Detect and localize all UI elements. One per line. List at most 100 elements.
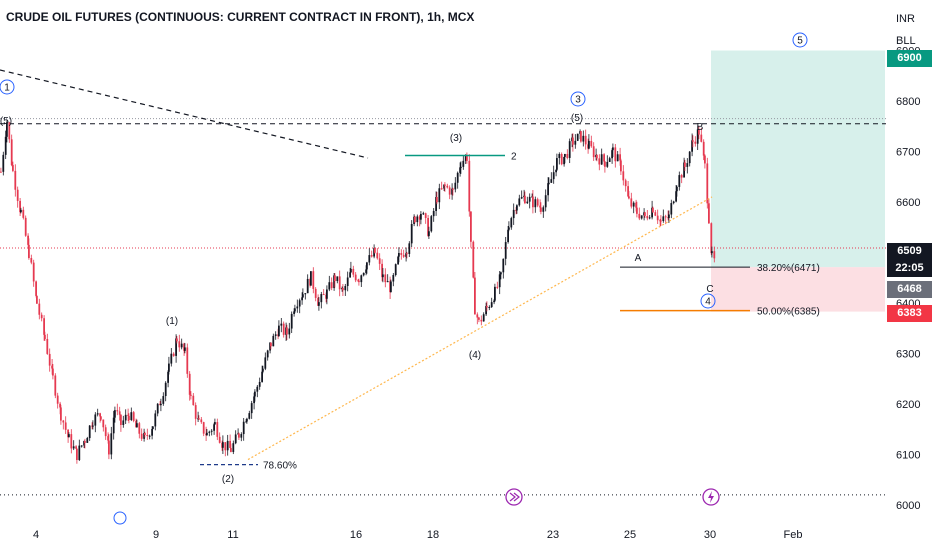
y-tick-label: 6100	[896, 450, 920, 462]
candle	[338, 270, 341, 297]
candle-body	[62, 420, 65, 423]
candle-body	[619, 154, 621, 161]
candle	[670, 199, 673, 219]
candle-body	[427, 218, 429, 236]
candle-body	[94, 414, 97, 426]
candle	[122, 415, 125, 428]
candle-body	[242, 421, 245, 435]
candle	[248, 410, 251, 420]
candle	[40, 312, 43, 322]
candle-body	[710, 223, 713, 254]
circle-marker-text: 5	[797, 36, 803, 47]
candle	[704, 154, 706, 169]
candle	[152, 426, 154, 430]
candle-body	[136, 423, 138, 428]
candle	[296, 299, 299, 313]
candle	[44, 331, 46, 341]
candle	[488, 305, 491, 311]
candle-body	[100, 416, 102, 420]
candle-body	[0, 171, 2, 173]
candle-body	[274, 334, 277, 336]
candle-body	[678, 175, 681, 187]
candle-body	[130, 412, 133, 420]
candle	[261, 365, 263, 383]
candle-body	[146, 435, 149, 437]
candle	[560, 152, 563, 166]
candle-body	[314, 288, 317, 298]
candle	[702, 139, 705, 161]
candle-body	[494, 286, 496, 301]
x-tick-label: 30	[704, 529, 716, 541]
candle-body	[186, 347, 189, 374]
candle	[128, 413, 130, 424]
candle-body	[507, 229, 509, 243]
candle-body	[112, 417, 115, 434]
candle-body	[539, 205, 541, 208]
candle	[104, 424, 107, 440]
candle-body	[386, 281, 389, 283]
candle-body	[711, 251, 713, 254]
candle	[563, 156, 565, 167]
candle-body	[28, 244, 30, 259]
candle	[394, 263, 397, 277]
candle	[294, 304, 296, 314]
candle-body	[418, 216, 421, 220]
candle	[544, 189, 547, 212]
candle-body	[684, 162, 686, 167]
candle	[140, 428, 143, 441]
candle	[448, 185, 451, 200]
candle-body	[460, 166, 462, 168]
candle	[75, 445, 77, 449]
candle	[258, 377, 261, 390]
candle	[190, 391, 192, 400]
candle-body	[88, 425, 91, 439]
candle	[662, 209, 665, 223]
candle-body	[208, 431, 211, 433]
candle-body	[544, 195, 547, 208]
candle-body	[480, 319, 483, 322]
candle	[354, 272, 357, 283]
candle	[408, 241, 411, 258]
candle-body	[598, 158, 601, 165]
candle-body	[440, 188, 443, 190]
candle	[250, 400, 253, 419]
candle	[436, 191, 438, 205]
candle-body	[410, 224, 413, 244]
event-icon-glyph	[708, 491, 714, 503]
circled-wave-label: 4	[700, 293, 716, 309]
candle-body	[12, 165, 14, 171]
candle	[194, 402, 197, 426]
candle	[680, 173, 683, 184]
candle-body	[406, 253, 408, 255]
candle	[516, 204, 518, 214]
candle-body	[270, 342, 272, 347]
candle	[440, 181, 443, 190]
x-tick-label: 4	[33, 529, 39, 541]
candle-body	[224, 442, 227, 451]
candle	[478, 316, 480, 323]
candle-body	[620, 160, 622, 172]
candle-body	[354, 274, 357, 281]
candle-body	[596, 154, 598, 159]
candle-body	[214, 422, 216, 425]
candle	[124, 409, 127, 424]
candle-body	[8, 122, 11, 140]
candle-body	[532, 196, 534, 208]
candle-body	[670, 203, 673, 215]
candle-body	[456, 172, 459, 183]
candle	[402, 249, 405, 258]
candle-body	[118, 411, 121, 415]
candle	[374, 247, 376, 254]
candle	[108, 434, 110, 460]
candle	[102, 419, 105, 432]
candle-body	[328, 282, 331, 290]
candle	[438, 183, 441, 210]
candle-body	[218, 436, 221, 443]
wave-label: (3)	[450, 133, 462, 144]
candle	[528, 193, 531, 209]
candle-body	[83, 441, 85, 446]
candle	[274, 331, 277, 340]
candle-body	[46, 338, 49, 354]
candle	[52, 364, 54, 380]
